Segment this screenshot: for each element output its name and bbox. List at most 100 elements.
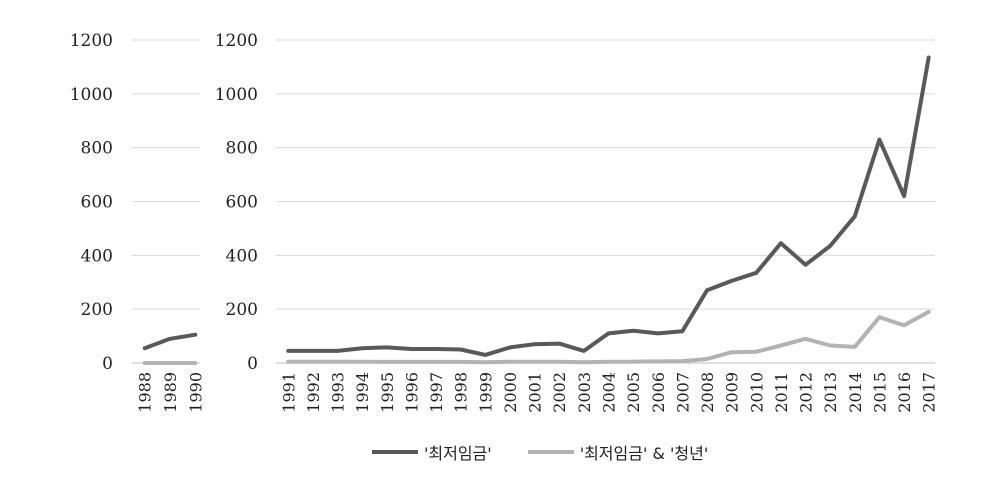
right-series-2-point <box>902 323 906 327</box>
right-series-2-point <box>336 360 340 364</box>
right-series-2-point <box>434 360 438 364</box>
left-xtick-label: 1990 <box>186 372 205 413</box>
right-series-1-point <box>607 331 610 335</box>
left-ytick-label: 1200 <box>70 31 113 51</box>
right-xtick-label: 2012 <box>797 372 816 413</box>
right-series-2-point <box>409 360 413 364</box>
left-series-line-1 <box>142 332 198 351</box>
right-xtick-label: 2011 <box>772 372 791 413</box>
right-xtick-label: 2004 <box>600 372 619 413</box>
right-series-1-point <box>508 345 512 349</box>
right-series-2-point <box>607 360 610 364</box>
right-series-1-point <box>754 271 758 275</box>
legend: '최저임금' '최저임금' & '청년' <box>372 440 744 464</box>
right-series-2-point <box>286 360 290 364</box>
right-series-2-point <box>656 359 660 363</box>
right-xtick-label: 2005 <box>624 372 643 413</box>
right-xtick-label: 2007 <box>673 372 692 413</box>
legend-swatch-minimum-wage-youth <box>527 450 574 454</box>
right-series-2-point <box>730 350 734 354</box>
left-ytick-label: 600 <box>81 193 113 213</box>
right-series-1-point <box>483 353 487 357</box>
left-ytick-label: 1000 <box>70 85 113 105</box>
right-series-1-point <box>409 347 413 351</box>
left-ytick-label: 800 <box>81 139 113 159</box>
right-series-1-point <box>705 288 709 292</box>
left-xtick-label: 1989 <box>161 372 180 413</box>
left-series-2-point <box>143 361 147 365</box>
right-xtick-label: 2017 <box>920 372 939 413</box>
right-series-2-point <box>680 359 684 363</box>
right-series-1-point <box>902 194 906 198</box>
right-series-1-point <box>656 331 660 335</box>
right-series-1-point <box>853 214 857 218</box>
right-series-2-point <box>705 357 709 361</box>
right-series-1-point <box>557 342 561 346</box>
legend-label-minimum-wage: '최저임금' <box>424 444 492 463</box>
right-series-line-2 <box>286 309 931 365</box>
right-xtick-label: 2002 <box>550 372 569 413</box>
right-series-1-point <box>582 349 586 353</box>
right-xtick-label: 1993 <box>329 372 348 413</box>
left-series-2-point <box>193 361 197 365</box>
chart-panel-1988-1990: 0 200 400 600 800 1000 1200 1988 1989 1990 <box>70 31 206 413</box>
right-series-1-point <box>927 55 931 59</box>
right-series-line-1 <box>286 55 931 357</box>
right-series-2-point <box>360 360 364 364</box>
right-series-2-point <box>483 360 487 364</box>
right-xtick-label: 2009 <box>723 372 742 413</box>
right-xtick-label: 2013 <box>821 372 840 413</box>
right-series-1-point <box>459 348 463 352</box>
right-xtick-label: 1996 <box>402 372 421 413</box>
right-series-2-point <box>631 360 635 364</box>
legend-item-minimum-wage: '최저임금' <box>372 440 492 464</box>
right-xtick-label: 1995 <box>378 372 397 413</box>
right-xtick-label: 2015 <box>870 372 889 413</box>
right-ytick-label: 800 <box>226 139 258 159</box>
right-series-2-point <box>853 345 857 349</box>
right-xtick-label: 2006 <box>649 372 668 413</box>
right-xtick-label: 1994 <box>353 372 372 413</box>
right-series-1-point <box>311 349 315 353</box>
legend-swatch-minimum-wage <box>372 450 418 454</box>
right-ytick-label: 0 <box>247 354 258 374</box>
right-series-2-point <box>927 310 931 314</box>
right-series-1-point <box>360 346 364 350</box>
right-series-1-point <box>336 349 340 353</box>
right-xtick-label: 1999 <box>476 372 495 413</box>
left-ytick-label: 400 <box>81 246 113 266</box>
left-ytick-label: 0 <box>102 354 113 374</box>
right-xtick-label: 2003 <box>575 372 594 413</box>
right-series-2-point <box>828 344 832 348</box>
right-series-1-point <box>286 349 290 353</box>
right-xtick-label: 1992 <box>304 372 323 413</box>
right-xtick-label: 2008 <box>698 372 717 413</box>
right-xtick-label: 2001 <box>526 372 545 413</box>
right-series-2-point <box>877 315 881 319</box>
right-series-2-point <box>385 360 389 364</box>
right-ytick-label: 400 <box>226 246 258 266</box>
right-series-1-point <box>631 329 635 333</box>
right-series-2-point <box>533 360 537 364</box>
right-ytick-label: 200 <box>226 300 258 320</box>
left-series-1-point <box>193 333 197 337</box>
right-xtick-label: 2010 <box>747 372 766 413</box>
right-series-1-point <box>533 342 537 346</box>
right-series-1-point <box>804 263 808 267</box>
right-ytick-label: 600 <box>226 193 258 213</box>
legend-item-minimum-wage-youth: '최저임금' & '청년' <box>527 440 708 464</box>
right-series-1-point <box>730 279 734 283</box>
right-ytick-label: 1000 <box>215 85 258 105</box>
right-series-1-point <box>434 347 438 351</box>
right-xtick-label: 1998 <box>452 372 471 413</box>
right-series-2-point <box>582 360 586 364</box>
right-series-2-point <box>508 360 512 364</box>
chart-panel-1991-2017: 0 200 400 600 800 1000 1200 1991 1992 1993 1994 199… <box>215 31 939 413</box>
right-xtick-label: 1997 <box>427 372 446 413</box>
right-series-1-point <box>779 241 783 245</box>
right-series-2-point <box>557 360 561 364</box>
left-series-1-point <box>143 346 147 350</box>
right-ytick-label: 1200 <box>215 31 258 51</box>
right-xtick-label: 2016 <box>895 372 914 413</box>
